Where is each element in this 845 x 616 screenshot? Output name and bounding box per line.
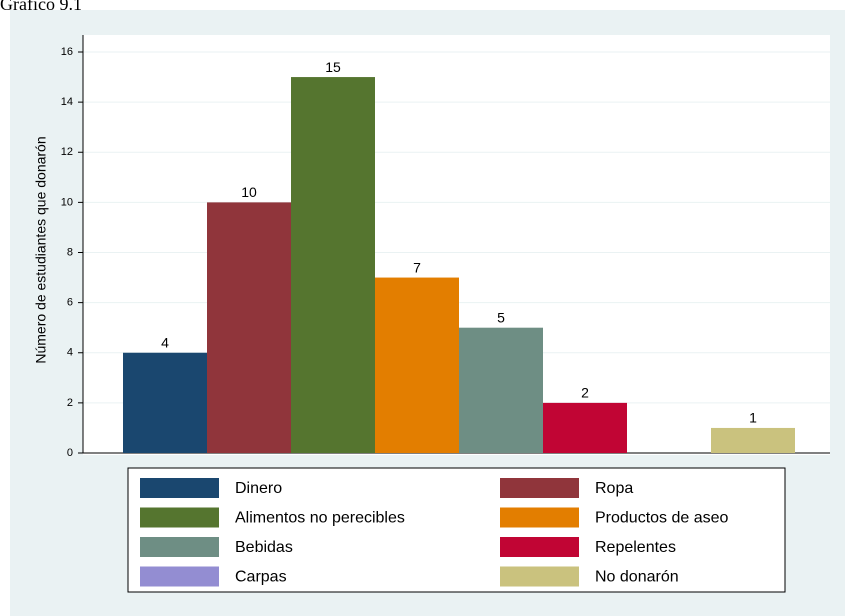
legend-swatch: [500, 507, 579, 528]
y-tick-label: 0: [67, 447, 73, 459]
y-tick-label: 14: [61, 96, 73, 108]
value-label: 2: [581, 385, 589, 401]
y-tick-label: 10: [61, 196, 73, 208]
bar: [459, 327, 543, 453]
legend-swatch: [140, 478, 219, 498]
legend-label: Bebidas: [235, 539, 293, 556]
legend-box: [127, 467, 786, 593]
legend-label: Productos de aseo: [595, 510, 729, 527]
legend-label: Alimentos no perecibles: [235, 510, 405, 527]
value-label: 5: [497, 309, 505, 325]
legend-swatch: [500, 478, 579, 498]
value-label: 1: [749, 410, 757, 426]
legend-label: Repelentes: [595, 539, 676, 556]
value-label: 15: [325, 59, 341, 75]
bar: [711, 427, 795, 453]
value-label: 10: [241, 184, 257, 200]
y-tick-label: 8: [67, 246, 73, 258]
legend-label: Dinero: [235, 480, 282, 497]
legend-label: No donarón: [595, 569, 679, 586]
y-tick-label: 2: [67, 397, 73, 409]
legend-swatch: [140, 507, 219, 528]
y-tick-label: 6: [67, 297, 73, 309]
legend-swatch: [140, 537, 219, 557]
bar: [375, 277, 459, 453]
bar: [291, 77, 375, 453]
legend-swatch: [500, 537, 579, 557]
y-tick-label: 12: [61, 146, 73, 158]
y-tick-label: 4: [67, 347, 73, 359]
legend-label: Carpas: [235, 569, 287, 586]
chart-title: Gráfico 9.1: [0, 0, 82, 14]
legend-label: Ropa: [595, 480, 633, 497]
y-axis-label: Número de estudiantes que donarón: [33, 136, 49, 363]
bar: [207, 202, 291, 453]
bar: [543, 402, 627, 453]
bar: [123, 352, 207, 453]
legend-swatch: [140, 566, 219, 587]
value-label: 7: [413, 259, 421, 275]
value-label: 4: [161, 334, 169, 350]
y-tick-label: 16: [61, 46, 73, 58]
legend-swatch: [500, 566, 579, 587]
